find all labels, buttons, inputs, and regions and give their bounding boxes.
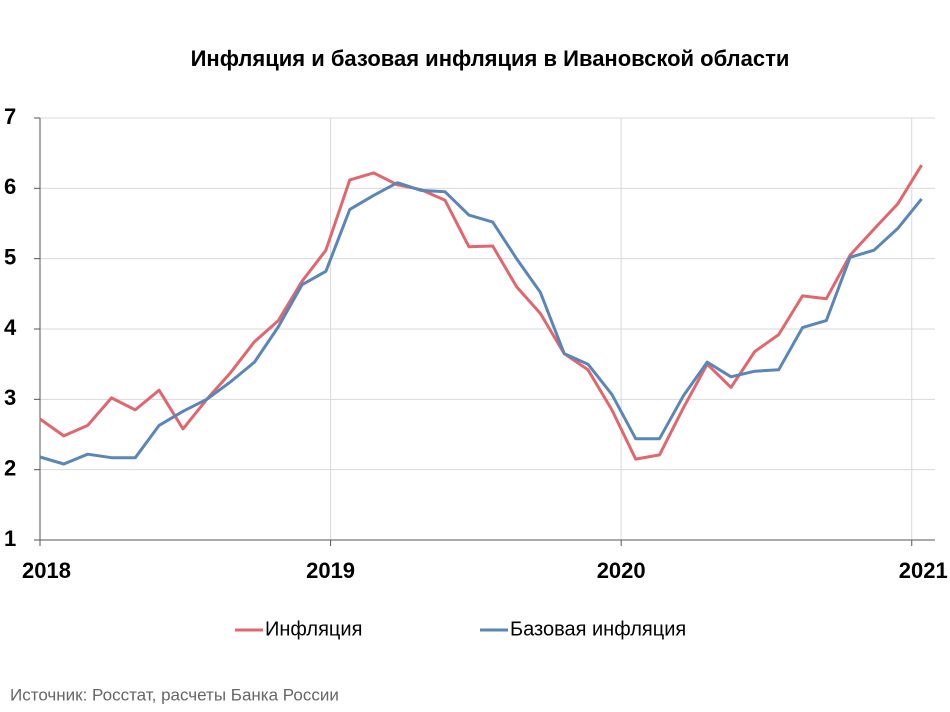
- chart-title: Инфляция и базовая инфляция в Ивановской…: [191, 46, 790, 71]
- y-tick-label: 6: [4, 174, 16, 199]
- y-tick-label: 4: [4, 315, 17, 340]
- y-tick-label: 5: [4, 244, 16, 269]
- source-note: Источник: Росстат, расчеты Банка России: [10, 685, 339, 704]
- x-tick-label: 2020: [597, 558, 646, 583]
- x-tick-label: 2019: [306, 558, 355, 583]
- series-line: [39, 181, 923, 466]
- y-tick-label: 2: [4, 455, 16, 480]
- y-tick-label: 1: [4, 526, 16, 551]
- y-tick-label: 7: [4, 104, 16, 129]
- x-tick-label: 2018: [22, 558, 71, 583]
- x-tick-label: 2021: [899, 558, 948, 583]
- y-tick-label: 3: [4, 385, 16, 410]
- series-line: [39, 164, 923, 461]
- legend-label: Базовая инфляция: [510, 618, 686, 640]
- legend-label: Инфляция: [265, 618, 362, 640]
